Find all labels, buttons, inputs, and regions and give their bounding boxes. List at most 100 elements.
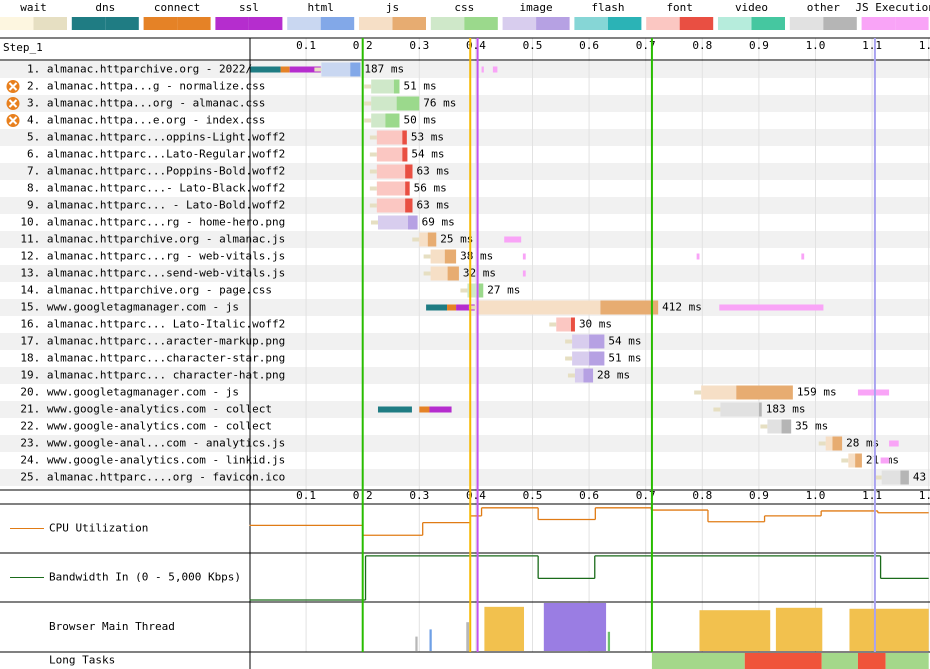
js-execution: [504, 236, 522, 243]
wait-bar: [468, 305, 476, 310]
x-tick-label: 0.6: [579, 489, 599, 502]
legend-swatch-dark: [105, 17, 139, 30]
row-stripe: [0, 163, 930, 180]
legend-swatch-light: [861, 17, 896, 30]
request-time: 54 ms: [411, 148, 444, 161]
error-cross: [8, 99, 18, 108]
js-execution: [481, 66, 484, 73]
x-tick-label: 0.5: [523, 489, 543, 502]
request-ttfb-bar: [371, 96, 397, 111]
error-cross: [8, 116, 18, 125]
request-time: 51 ms: [608, 352, 641, 365]
legend-label: ssl: [239, 1, 259, 14]
error-icon: [6, 97, 20, 110]
request-ttfb-bar: [430, 249, 445, 264]
row-stripe: [0, 367, 930, 384]
connect-bar: [280, 66, 290, 73]
request-download-bar: [444, 249, 457, 264]
js-execution: [719, 304, 824, 311]
request-label: 16. almanac.httparc... Lato-Italic.woff2: [20, 318, 285, 331]
request-download-bar: [583, 368, 594, 383]
js-execution: [696, 253, 700, 260]
request-download-bar: [758, 402, 762, 417]
request-download-bar: [781, 419, 792, 434]
main-thread-task: [699, 610, 771, 651]
request-label: 1. almanac.httparchive.org - 2022/: [27, 63, 252, 76]
wait-bar: [314, 67, 322, 72]
request-label: 7. almanac.httparc...Poppins-Bold.woff2: [27, 165, 285, 178]
request-time: 187 ms: [364, 63, 404, 76]
wait-bar: [841, 458, 849, 463]
request-time: 54 ms: [608, 335, 641, 348]
long-task-span: [857, 653, 886, 669]
request-ttfb-bar: [371, 79, 394, 94]
request-download-bar: [396, 96, 420, 111]
wait-bar: [364, 118, 372, 123]
legend-swatch-light: [789, 17, 824, 30]
request-download-bar: [350, 62, 361, 77]
wait-bar: [760, 424, 768, 429]
legend-label: font: [666, 1, 693, 14]
wait-bar: [364, 84, 372, 89]
legend-swatch-dark: [320, 17, 355, 30]
request-download-bar: [478, 283, 484, 298]
long-task-span: [885, 653, 929, 669]
request-download-bar: [900, 470, 909, 485]
request-time: 159 ms: [797, 386, 837, 399]
js-execution: [801, 253, 805, 260]
x-tick-label: 0.5: [523, 39, 543, 52]
request-label: 22. www.google-analytics.com - collect: [20, 420, 272, 433]
x-tick-label: 0.4: [466, 39, 486, 52]
request-ttfb-bar: [376, 164, 406, 179]
x-tick-label: 0.7: [636, 489, 656, 502]
legend-label: wait: [20, 1, 47, 14]
request-time: 35 ms: [795, 420, 828, 433]
request-label: 21. www.google-analytics.com - collect: [20, 403, 272, 416]
main-thread-task: [466, 622, 470, 651]
wait-bar: [874, 475, 882, 480]
legend-swatch-dark: [33, 17, 67, 30]
legend-swatch-light: [646, 17, 680, 30]
request-download-bar: [589, 334, 605, 349]
request-download-bar: [589, 351, 605, 366]
x-tick-label: 0.1: [296, 489, 316, 502]
legend-swatch-light: [574, 17, 608, 30]
dns-bar: [426, 304, 448, 311]
x-tick-label: 0.3: [409, 489, 429, 502]
request-time: 56 ms: [414, 182, 447, 195]
wait-bar: [370, 220, 378, 225]
request-time: 63 ms: [417, 165, 450, 178]
request-ttfb-bar: [574, 368, 584, 383]
row-stripe: [0, 265, 930, 282]
request-label: 17. almanac.httparc...aracter-markup.png: [20, 335, 285, 348]
dns-bar: [377, 406, 412, 413]
js-execution: [522, 253, 526, 260]
row-stripe: [0, 129, 930, 146]
wait-bar: [369, 169, 377, 174]
legend-swatch-dark: [392, 17, 426, 30]
panel-label: Long Tasks: [49, 654, 115, 667]
legend-swatch-light: [718, 17, 752, 30]
x-tick-label: 0.8: [692, 39, 712, 52]
legend-label: html: [307, 1, 334, 14]
legend-label: js: [386, 1, 399, 14]
row-stripe: [0, 231, 930, 248]
row-stripe: [0, 333, 930, 350]
legend-swatch-light: [0, 17, 34, 30]
connect-bar: [447, 304, 457, 311]
js-execution: [492, 66, 498, 73]
request-ttfb-bar: [377, 215, 408, 230]
legend-swatch-dark: [823, 17, 857, 30]
error-icon: [6, 80, 20, 93]
x-tick-label: 0.3: [409, 39, 429, 52]
legend-swatch-light: [215, 17, 249, 30]
wait-bar: [549, 322, 557, 327]
wait-bar: [369, 203, 377, 208]
request-ttfb-bar: [848, 453, 856, 468]
request-ttfb-bar: [321, 62, 351, 77]
request-ttfb-bar: [720, 402, 759, 417]
row-stripe: [0, 197, 930, 214]
legend-label: flash: [591, 1, 624, 14]
request-time: 69 ms: [422, 216, 455, 229]
